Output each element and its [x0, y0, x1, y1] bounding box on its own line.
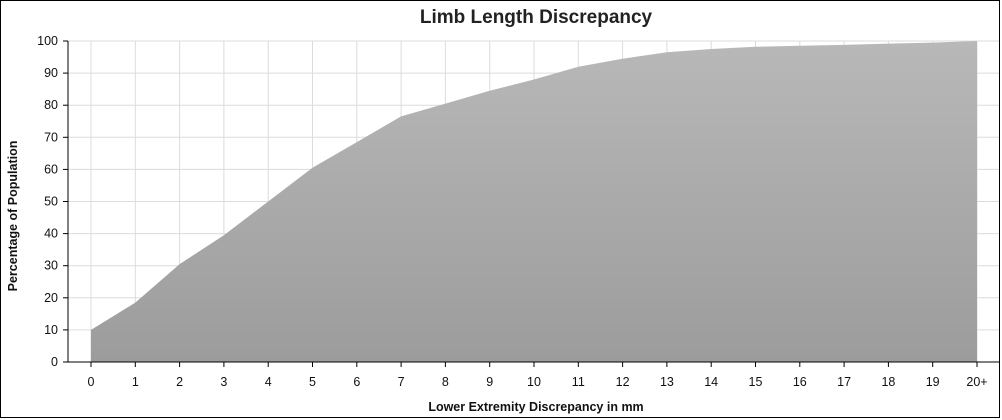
data-point: [975, 39, 979, 43]
x-axis-label: Lower Extremity Discrepancy in mm: [428, 400, 643, 414]
x-tick-label: 5: [309, 375, 316, 389]
area-layer: [89, 39, 979, 362]
data-point: [311, 166, 315, 170]
data-point: [931, 41, 935, 45]
y-tick-labels: 0 10 20 30 40 50 60 70 80 90 100: [37, 34, 58, 369]
data-point: [488, 89, 492, 93]
x-tick-label: 7: [398, 375, 405, 389]
x-tick-label: 3: [220, 375, 227, 389]
y-tick-label: 0: [51, 355, 58, 369]
data-point: [798, 44, 802, 48]
y-tick-label: 100: [37, 34, 58, 48]
x-tick-label: 2: [176, 375, 183, 389]
x-tick-label: 13: [660, 375, 674, 389]
x-tick-label: 18: [881, 375, 895, 389]
data-point: [133, 301, 137, 305]
area-series: [91, 41, 977, 362]
data-point: [222, 233, 226, 237]
x-tick-label: 9: [486, 375, 493, 389]
data-point: [89, 328, 93, 332]
data-point: [576, 65, 580, 69]
data-point: [709, 47, 713, 51]
x-tick-label: 8: [442, 375, 449, 389]
y-tick-label: 20: [44, 291, 58, 305]
data-point: [665, 50, 669, 54]
y-tick-label: 50: [44, 195, 58, 209]
data-point: [399, 114, 403, 118]
x-tick-label: 17: [837, 375, 851, 389]
data-point: [266, 200, 270, 204]
data-point: [842, 43, 846, 47]
chart-title: Limb Length Discrepancy: [420, 7, 653, 28]
x-tick-label: 15: [749, 375, 763, 389]
y-tick-label: 60: [44, 162, 58, 176]
data-point: [621, 57, 625, 61]
data-point: [443, 102, 447, 106]
x-tick-label: 1: [132, 375, 139, 389]
data-point: [886, 42, 890, 46]
y-tick-label: 90: [44, 66, 58, 80]
x-tick-label: 11: [572, 375, 585, 389]
y-tick-label: 80: [44, 98, 58, 112]
y-axis-label: Percentage of Population: [6, 141, 20, 292]
x-tick-label: 0: [88, 375, 95, 389]
x-tick-label: 10: [527, 375, 541, 389]
x-tick-label: 6: [353, 375, 360, 389]
x-tick-label: 19: [926, 375, 940, 389]
x-tick-label: 4: [265, 375, 272, 389]
x-tick-label: 12: [616, 375, 630, 389]
y-tick-label: 40: [44, 227, 58, 241]
y-tick-label: 10: [44, 323, 58, 337]
x-tick-labels: 0 1 2 3 4 5 6 7 8 9 10 11 12 13 14 15 16 17 18 19 20+: [88, 375, 988, 389]
data-point: [754, 45, 758, 49]
x-tick-label: 20+: [966, 375, 987, 389]
y-tick-label: 70: [44, 130, 58, 144]
axis-layer: [63, 40, 999, 367]
x-tick-label: 14: [704, 375, 718, 389]
data-point: [532, 78, 536, 82]
data-point: [355, 140, 359, 144]
x-tick-label: 16: [793, 375, 807, 389]
data-point: [178, 262, 182, 266]
y-tick-label: 30: [44, 259, 58, 273]
